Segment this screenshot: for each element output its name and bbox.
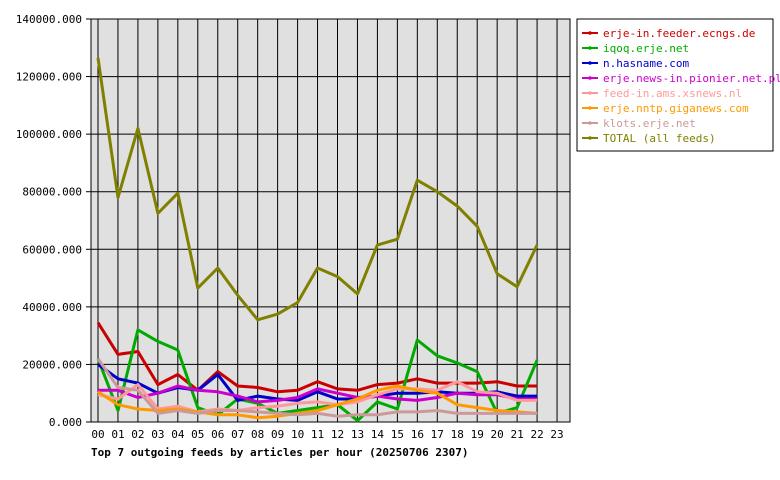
x-tick-label: 22	[530, 428, 543, 441]
x-tick-label: 01	[111, 428, 124, 441]
y-tick-label: 60000.000	[22, 243, 82, 256]
y-tick-label: 0.000	[49, 416, 82, 429]
legend-label: TOTAL (all feeds)	[603, 132, 716, 145]
y-tick-label: 20000.000	[22, 358, 82, 371]
legend: erje-in.feeder.ecngs.de iqoq.erje.net n.ha…	[576, 18, 780, 152]
legend-label: klots.erje.net	[603, 117, 696, 130]
series-line	[96, 57, 539, 322]
legend-marker	[588, 136, 592, 140]
series-line	[98, 384, 538, 404]
x-tick-label: 21	[511, 428, 524, 441]
chart-title: Top 7 outgoing feeds by articles per hou…	[91, 446, 469, 459]
legend-marker	[588, 121, 592, 125]
y-tick-label: 100000.000	[16, 128, 82, 141]
legend-marker	[588, 76, 592, 80]
series-line	[97, 384, 538, 420]
x-tick-label: 02	[131, 428, 144, 441]
x-tick-label: 11	[311, 428, 324, 441]
x-tick-label: 20	[491, 428, 504, 441]
y-tick-label: 40000.000	[22, 301, 82, 314]
x-tick-label: 16	[411, 428, 424, 441]
legend-label: iqoq.erje.net	[603, 42, 689, 55]
legend-marker	[588, 106, 592, 110]
x-tick-label: 13	[351, 428, 364, 441]
x-tick-label: 07	[231, 428, 244, 441]
y-tick-label: 80000.000	[22, 186, 82, 199]
series-lines	[96, 57, 539, 423]
series-line	[96, 357, 538, 418]
series-line	[97, 380, 538, 414]
legend-marker	[588, 31, 592, 35]
x-tick-label: 17	[431, 428, 444, 441]
x-tick-label: 00	[91, 428, 104, 441]
legend-box	[576, 18, 774, 152]
x-tick-label: 04	[171, 428, 185, 441]
y-tick-label: 120000.000	[16, 71, 82, 84]
x-tick-label: 23	[550, 428, 563, 441]
x-tick-label: 09	[271, 428, 284, 441]
x-tick-label: 06	[211, 428, 224, 441]
x-tick-label: 15	[391, 428, 404, 441]
x-tick-label: 19	[471, 428, 484, 441]
legend-label: feed-in.ams.xsnews.nl	[603, 87, 742, 100]
y-tick-label: 140000.000	[16, 13, 82, 26]
grid	[90, 18, 571, 423]
x-tick-label: 14	[371, 428, 385, 441]
plot-area	[91, 19, 570, 422]
legend-marker	[588, 61, 592, 65]
x-tick-label: 18	[451, 428, 464, 441]
x-tick-label: 08	[251, 428, 264, 441]
x-tick-label: 10	[291, 428, 304, 441]
series-line	[96, 328, 539, 423]
x-axis: 00 01 02 03 04 05 06 07 08 09 10 11 12 13 14 15 16 17 18 19…	[91, 428, 563, 441]
legend-marker	[588, 91, 592, 95]
legend-label: erje.nntp.giganews.com	[603, 102, 749, 115]
legend-marker	[588, 46, 592, 50]
plot-border	[90, 18, 571, 423]
x-tick-label: 03	[151, 428, 164, 441]
legend-label: n.hasname.com	[603, 57, 689, 70]
y-axis: 0.000 20000.000 40000.000 60000.000 80000.00…	[16, 13, 91, 429]
legend-label: erje.news-in.pionier.net.pl	[603, 72, 780, 85]
legend-label: erje-in.feeder.ecngs.de	[603, 27, 755, 40]
x-tick-label: 12	[331, 428, 344, 441]
x-tick-label: 05	[191, 428, 204, 441]
series-line	[96, 321, 538, 394]
